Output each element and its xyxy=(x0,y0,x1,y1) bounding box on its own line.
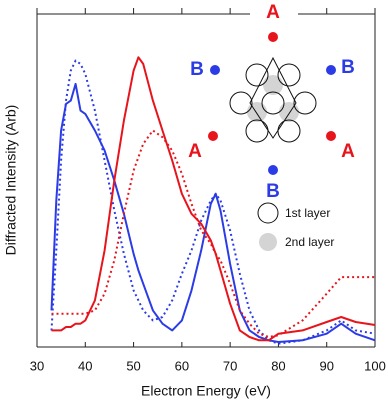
site-label: B xyxy=(341,57,355,78)
site-label: A xyxy=(266,2,280,23)
legend-label: 1st layer xyxy=(285,206,330,220)
site-dot xyxy=(210,65,220,75)
site-label: B xyxy=(266,181,280,202)
line-series xyxy=(51,56,376,342)
site-dot xyxy=(208,131,218,141)
x-tick-label: 100 xyxy=(364,358,386,373)
site-label: B xyxy=(190,59,204,80)
x-tick-label: 40 xyxy=(78,358,92,373)
site-dot xyxy=(268,32,278,42)
site-label: A xyxy=(341,141,355,162)
x-tick-label: 80 xyxy=(271,358,285,373)
x-tick-label: 30 xyxy=(30,358,44,373)
x-tick-label: 90 xyxy=(319,358,333,373)
y-axis-label: Diffracted Intensity (Arb) xyxy=(3,105,19,256)
line-series xyxy=(51,129,375,338)
x-tick-label: 70 xyxy=(223,358,237,373)
inset-lattice xyxy=(229,56,317,143)
site-dot xyxy=(326,131,336,141)
legend-label: 2nd layer xyxy=(285,235,334,249)
site-label: A xyxy=(188,141,202,162)
line-series xyxy=(50,82,376,343)
x-tick-label: 50 xyxy=(126,358,140,373)
line-series xyxy=(50,59,376,345)
x-tick-label: 60 xyxy=(175,358,189,373)
site-dot xyxy=(268,165,278,175)
legend-swatch xyxy=(257,202,279,224)
x-axis-label: Electron Energy (eV) xyxy=(141,383,271,399)
legend-swatch xyxy=(259,233,277,251)
site-dot xyxy=(326,65,336,75)
